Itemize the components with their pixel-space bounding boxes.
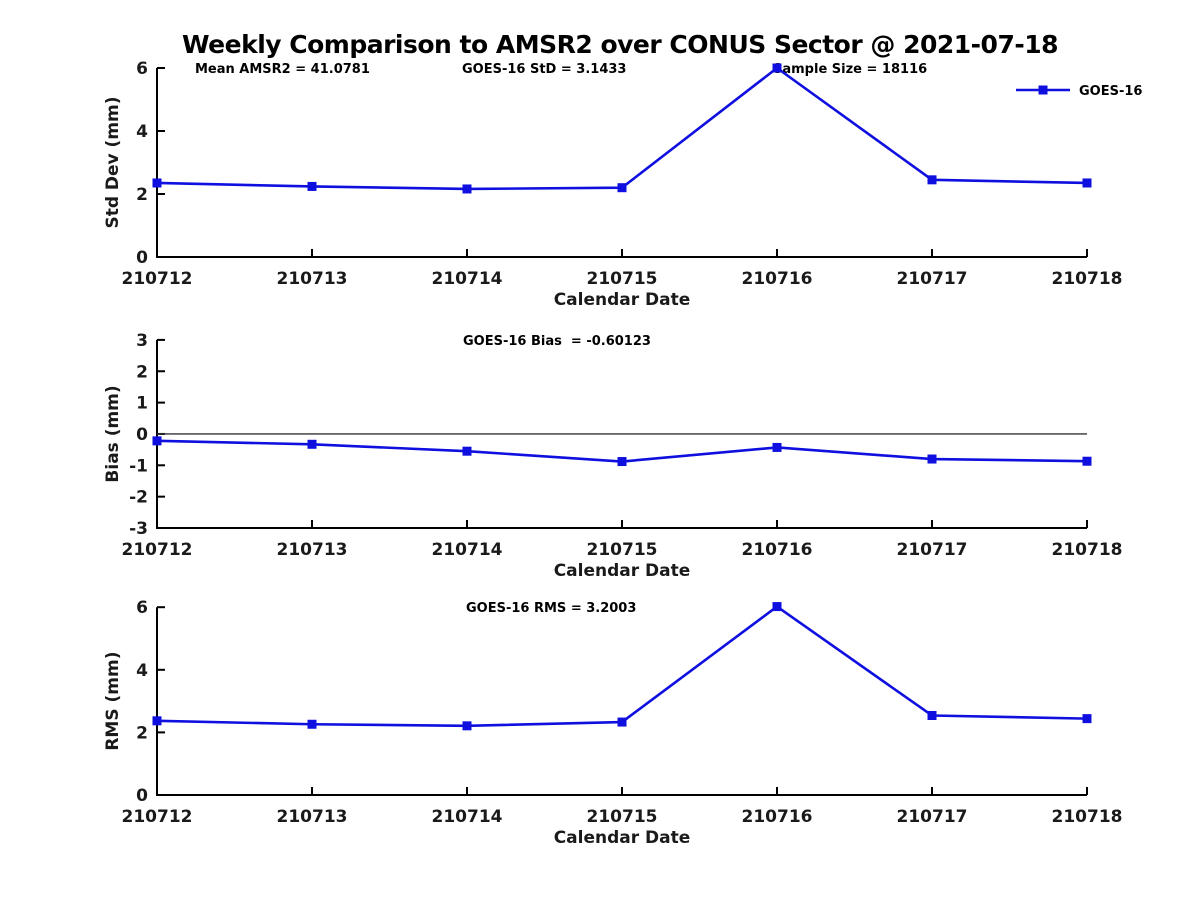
axis-spines xyxy=(156,68,1087,258)
x-tick-label: 210714 xyxy=(432,269,503,289)
legend-marker xyxy=(1038,85,1048,95)
y-axis-label: Bias (mm) xyxy=(103,385,123,482)
y-axis-label: Std Dev (mm) xyxy=(103,96,123,228)
data-point-marker xyxy=(1082,714,1092,724)
figure-title: Weekly Comparison to AMSR2 over CONUS Se… xyxy=(181,30,1059,59)
y-tick-label: 4 xyxy=(136,122,148,142)
y-tick-label: 0 xyxy=(136,248,148,268)
data-point-marker xyxy=(1082,178,1092,188)
x-tick-label: 210713 xyxy=(277,269,348,289)
y-tick-label: 2 xyxy=(136,185,148,205)
data-point-marker xyxy=(927,710,937,720)
y-tick-label: -1 xyxy=(129,456,148,476)
x-tick-label: 210716 xyxy=(742,540,813,560)
y-tick-label: 6 xyxy=(136,598,148,618)
legend-label: GOES-16 xyxy=(1079,84,1142,99)
y-tick-label: 2 xyxy=(136,362,148,382)
data-point-marker xyxy=(307,181,317,191)
data-point-marker xyxy=(307,439,317,449)
x-tick-label: 210716 xyxy=(742,807,813,827)
data-point-marker xyxy=(462,184,472,194)
data-point-marker xyxy=(617,717,627,727)
x-tick-label: 210712 xyxy=(122,540,193,560)
data-point-marker xyxy=(617,183,627,193)
x-tick-label: 210718 xyxy=(1052,269,1123,289)
x-tick-label: 210713 xyxy=(277,540,348,560)
stat-annotation: Sample Size = 18116 xyxy=(773,62,927,77)
x-tick-label: 210717 xyxy=(897,807,968,827)
y-tick-label: 3 xyxy=(136,331,148,351)
x-tick-label: 210715 xyxy=(587,540,658,560)
y-tick-label: -2 xyxy=(129,488,148,508)
data-point-marker xyxy=(152,178,162,188)
data-point-marker xyxy=(1082,456,1092,466)
x-tick-label: 210714 xyxy=(432,540,503,560)
x-axis-label: Calendar Date xyxy=(554,828,691,848)
x-tick-label: 210718 xyxy=(1052,807,1123,827)
x-tick-label: 210715 xyxy=(587,807,658,827)
x-axis-label: Calendar Date xyxy=(554,561,691,581)
axis-spines xyxy=(156,607,1087,796)
data-point-marker xyxy=(152,716,162,726)
x-tick-label: 210712 xyxy=(122,269,193,289)
stat-annotation: GOES-16 Bias = -0.60123 xyxy=(463,334,651,349)
data-point-marker xyxy=(152,436,162,446)
stat-annotation: Mean AMSR2 = 41.0781 xyxy=(195,62,370,77)
x-tick-label: 210716 xyxy=(742,269,813,289)
y-axis-label: RMS (mm) xyxy=(103,652,123,751)
data-point-marker xyxy=(772,63,782,73)
y-tick-label: 0 xyxy=(136,425,148,445)
stat-annotation: GOES-16 StD = 3.1433 xyxy=(462,62,626,77)
goes16-line-series xyxy=(156,66,1088,191)
data-point-marker xyxy=(462,446,472,456)
x-tick-label: 210717 xyxy=(897,269,968,289)
y-tick-label: 1 xyxy=(136,394,148,414)
data-point-marker xyxy=(927,175,937,185)
data-point-marker xyxy=(772,602,782,612)
x-tick-label: 210713 xyxy=(277,807,348,827)
x-axis-label: Calendar Date xyxy=(554,290,691,310)
data-point-marker xyxy=(927,454,937,464)
y-tick-label: 2 xyxy=(136,723,148,743)
y-tick-label: -3 xyxy=(129,519,148,539)
data-point-marker xyxy=(772,442,782,452)
goes16-line-series xyxy=(156,605,1088,728)
stat-annotation: GOES-16 RMS = 3.2003 xyxy=(466,601,636,616)
x-tick-label: 210717 xyxy=(897,540,968,560)
y-tick-label: 0 xyxy=(136,786,148,806)
x-tick-label: 210712 xyxy=(122,807,193,827)
x-tick-label: 210714 xyxy=(432,807,503,827)
x-tick-label: 210715 xyxy=(587,269,658,289)
data-point-marker xyxy=(617,457,627,467)
data-point-marker xyxy=(462,721,472,731)
y-tick-label: 4 xyxy=(136,661,148,681)
data-point-marker xyxy=(307,719,317,729)
x-tick-label: 210718 xyxy=(1052,540,1123,560)
y-tick-label: 6 xyxy=(136,59,148,79)
